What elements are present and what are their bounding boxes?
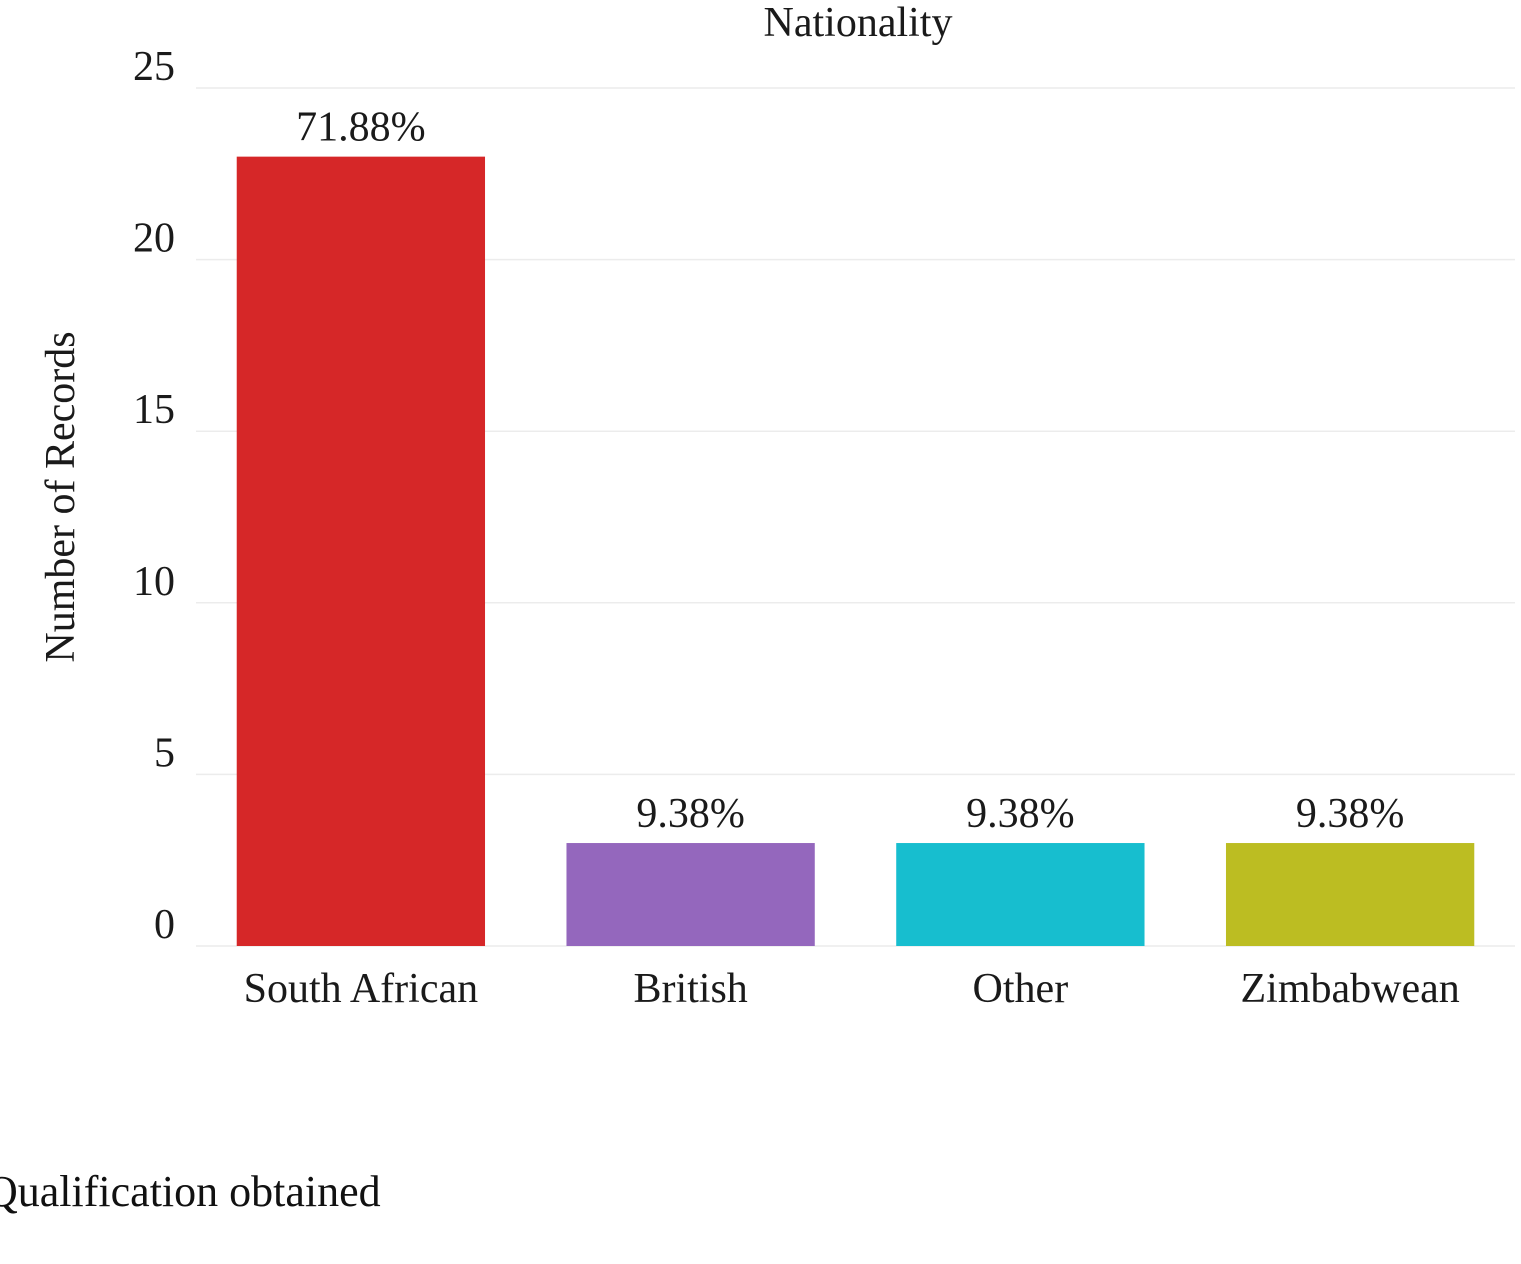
x-tick-label: Zimbabwean [1241, 966, 1460, 1012]
bar-other [896, 843, 1145, 946]
bars [236, 156, 1475, 946]
y-axis-label: Number of Records [38, 331, 84, 662]
x-tick-label: South African [244, 966, 478, 1012]
chart-title: Nationality [764, 0, 953, 46]
y-tick-labels: 0 5 10 15 20 25 [133, 44, 175, 948]
bar-value-label: 9.38% [636, 791, 745, 837]
y-tick-label: 15 [133, 387, 175, 433]
y-tick-label: 20 [133, 216, 175, 262]
bar-zimbabwean [1225, 843, 1475, 946]
bar-south-african [236, 156, 486, 946]
x-tick-label: Other [973, 966, 1069, 1012]
y-tick-label: 25 [133, 44, 175, 90]
x-tick-label: British [633, 966, 747, 1012]
y-tick-label: 0 [154, 902, 175, 948]
bar-value-label: 71.88% [296, 105, 426, 151]
bar-british [566, 843, 815, 946]
y-tick-label: 10 [133, 559, 175, 605]
section-caption: Qualification obtained [0, 1167, 381, 1216]
bar-value-label: 9.38% [1296, 791, 1405, 837]
x-tick-labels: South African British Other Zimbabwean [244, 966, 1460, 1012]
bar-value-labels: 71.88% 9.38% 9.38% 9.38% [296, 105, 1404, 837]
nationality-bar-chart: Nationality Number of Records 0 5 10 15 20 25… [38, 0, 1515, 1012]
bar-value-label: 9.38% [966, 791, 1075, 837]
y-tick-label: 5 [154, 730, 175, 776]
